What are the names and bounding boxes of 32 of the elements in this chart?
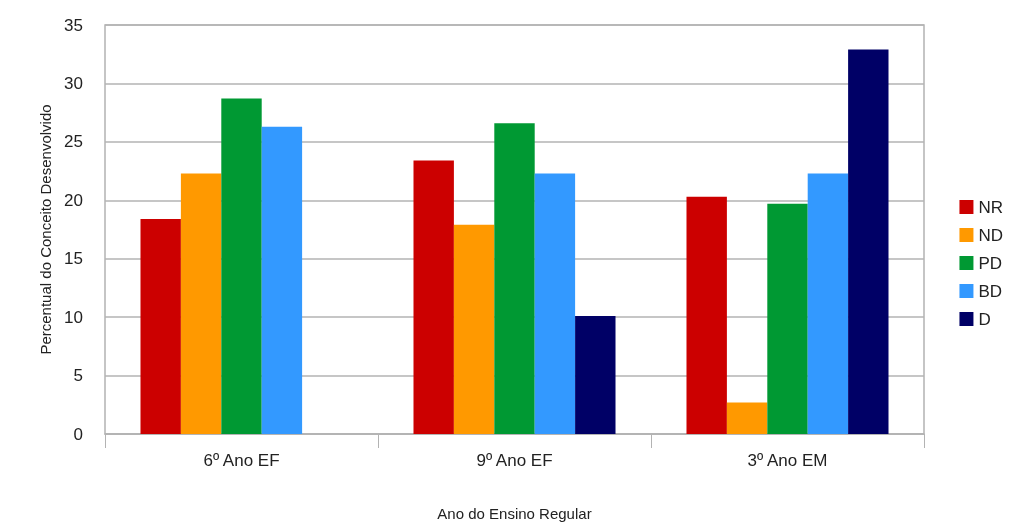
bar bbox=[534, 173, 576, 434]
bar bbox=[686, 196, 727, 434]
y-tick-label: 10 bbox=[64, 307, 83, 327]
bar bbox=[494, 123, 535, 434]
bar bbox=[767, 203, 808, 434]
x-axis-title: Ano do Ensino Regular bbox=[437, 505, 592, 522]
bar bbox=[807, 173, 849, 434]
y-axis-title: Percentual do Conceito Desenvolvido bbox=[37, 104, 55, 355]
bar bbox=[848, 49, 889, 434]
legend-label: ND bbox=[978, 225, 1004, 245]
legend-label: PD bbox=[978, 253, 1003, 273]
y-tick-label: 15 bbox=[64, 249, 83, 269]
bar bbox=[261, 126, 303, 434]
legend-label: BD bbox=[978, 281, 1003, 301]
bar bbox=[221, 98, 262, 434]
bar bbox=[726, 402, 768, 434]
x-tick-label: 6º Ano EF bbox=[203, 451, 280, 470]
y-tick-label: 35 bbox=[64, 15, 83, 35]
legend-label: D bbox=[978, 309, 991, 329]
bar bbox=[575, 315, 616, 434]
bar bbox=[453, 224, 495, 434]
x-tick-label: 3º Ano EM bbox=[747, 451, 828, 470]
legend-label: NR bbox=[978, 197, 1004, 217]
y-tick-label: 20 bbox=[64, 190, 83, 210]
y-tick-label: 0 bbox=[73, 424, 83, 444]
x-tick-label: 9º Ano EF bbox=[476, 451, 553, 470]
y-tick-label: 25 bbox=[64, 132, 83, 152]
bar bbox=[413, 160, 454, 434]
y-tick-label: 5 bbox=[73, 366, 83, 386]
y-tick-label: 30 bbox=[64, 73, 83, 93]
bar bbox=[180, 173, 222, 434]
bar bbox=[140, 218, 181, 434]
